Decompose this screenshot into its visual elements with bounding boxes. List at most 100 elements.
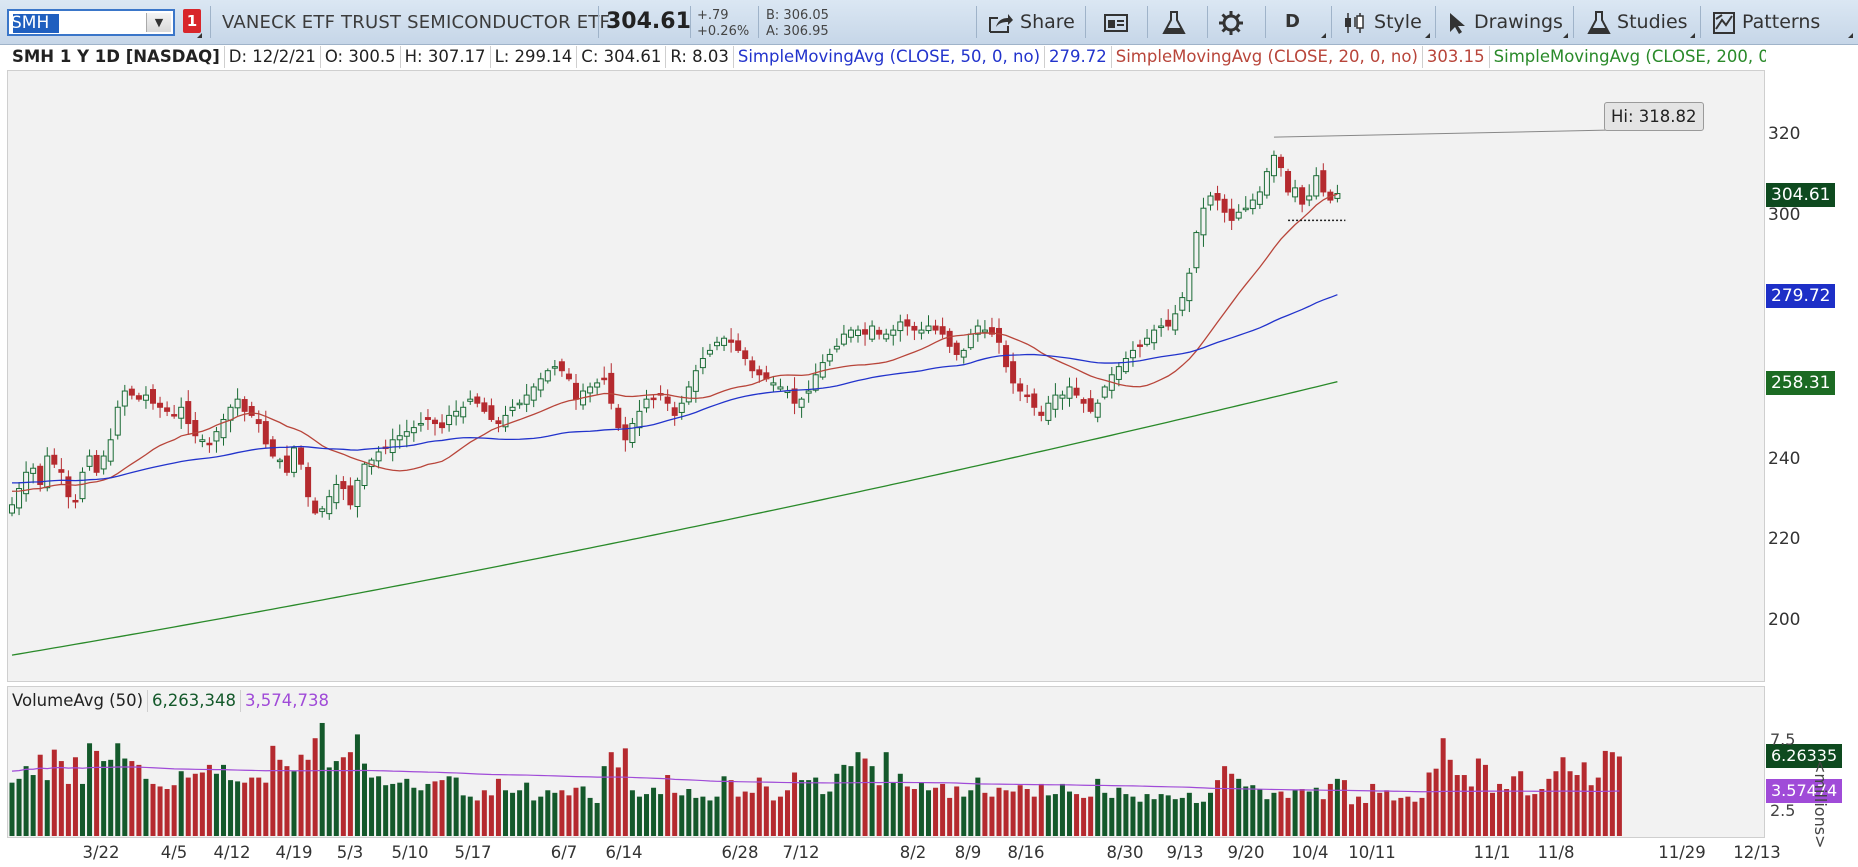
volume-bar-up (1179, 797, 1185, 836)
volume-bar-up (848, 766, 854, 836)
candle-down (1299, 187, 1306, 205)
price-tick: 320 (1768, 124, 1801, 144)
date-tick: 3/22 (82, 843, 120, 862)
volume-bar-up (968, 790, 974, 836)
volume-bar-up (404, 778, 410, 836)
share-button[interactable]: Share (988, 7, 1075, 37)
volume-bar-up (1052, 794, 1058, 836)
volume-study-info: VolumeAvg (50) 6,263,348 3,574,738 (8, 690, 333, 712)
date-tick: 6/14 (605, 843, 643, 862)
candle-up (1059, 394, 1066, 399)
divider (758, 6, 759, 38)
volume-bar-up (658, 794, 664, 836)
date-tick: 9/13 (1166, 843, 1204, 862)
volume-bar-down (199, 772, 205, 836)
candle-up (890, 329, 897, 336)
volume-bar-down (763, 786, 769, 836)
candle-up (114, 406, 121, 436)
candle-up (636, 410, 643, 429)
volume-bar-down (566, 795, 572, 836)
sma50-study-label[interactable]: SimpleMovingAvg (CLOSE, 50, 0, no) (734, 46, 1046, 68)
volume-avg-label: 3.57474 (1766, 779, 1843, 803)
link-group-badge[interactable]: 1 (183, 9, 201, 33)
drawings-button[interactable]: Drawings (1446, 7, 1563, 37)
symbol-input[interactable] (11, 13, 139, 32)
volume-bar-up (1137, 801, 1143, 836)
candle-down (1165, 319, 1172, 327)
candle-up (1066, 386, 1073, 399)
volume-bar-down (1539, 789, 1545, 836)
studies-lab-button[interactable] (1162, 7, 1186, 37)
candle-down (51, 454, 58, 465)
volume-bar-down (672, 792, 678, 836)
corner-icon (1563, 33, 1568, 38)
volume-bar-up (1109, 797, 1115, 836)
volume-tick: 2.5 (1770, 801, 1796, 820)
sma200-study-label[interactable]: SimpleMovingAvg (CLOSE, 200, 0,... (1493, 47, 1790, 66)
high-bubble-pointer (1273, 129, 1613, 138)
candle-up (199, 439, 206, 443)
volume-bar-up (693, 797, 699, 836)
candle-down (953, 342, 960, 355)
price-pane[interactable] (7, 70, 1765, 682)
volume-bar-up (651, 787, 657, 836)
candle-down (312, 500, 319, 514)
volume-bar-up (503, 790, 508, 836)
date-axis[interactable] (0, 838, 1858, 867)
studies-button[interactable]: Studies (1587, 7, 1688, 37)
volume-bar-up (841, 764, 847, 836)
patterns-button[interactable]: Patterns (1712, 7, 1820, 37)
price-axis[interactable] (1766, 46, 1858, 838)
settings-button[interactable] (1218, 7, 1244, 37)
bar-high: H: 307.17 (401, 46, 491, 68)
volume-bar-down (1341, 780, 1347, 836)
sma20-study-label[interactable]: SimpleMovingAvg (CLOSE, 20, 0, no) (1112, 46, 1423, 68)
volume-bar-down (1320, 799, 1326, 836)
volume-bar-down (622, 748, 628, 836)
chart-title[interactable]: SMH 1 Y 1D [NASDAQ] (8, 46, 225, 68)
candle-down (1010, 361, 1017, 384)
volume-bar-down (1440, 738, 1446, 836)
volume-study-label[interactable]: VolumeAvg (50) (8, 690, 149, 712)
candle-down (164, 407, 171, 412)
symbol-selector[interactable]: ▼ (7, 9, 175, 36)
volume-bar-down (1461, 775, 1467, 836)
volume-bar-down (1546, 778, 1552, 836)
volume-bar-up (1313, 787, 1319, 836)
volume-bar-down (1088, 796, 1094, 836)
volume-bar-up (1172, 799, 1178, 836)
style-button[interactable]: Style (1342, 7, 1422, 37)
volume-bar-down (1363, 802, 1369, 836)
bar-close: C: 304.61 (577, 46, 667, 68)
volume-bar-down (1581, 762, 1587, 836)
aggregation-button[interactable]: D (1285, 11, 1300, 32)
volume-bar-down (1017, 785, 1023, 836)
volume-bar-down (1525, 795, 1531, 836)
volume-bar-down (51, 749, 57, 836)
volume-bar-down (136, 764, 142, 836)
volume-bar-up (552, 792, 558, 836)
volume-bar-up (813, 777, 819, 836)
volume-bar-down (735, 796, 741, 836)
candle-up (107, 439, 114, 462)
volume-bar-down (1412, 801, 1418, 836)
chevron-down-icon[interactable]: ▼ (146, 13, 171, 32)
volume-bar-up (707, 800, 713, 836)
candle-up (840, 333, 847, 345)
candle-up (1193, 232, 1200, 269)
candle-down (1024, 394, 1031, 398)
volume-bar-down (340, 757, 346, 836)
price-tick: 300 (1768, 205, 1801, 225)
candle-up (918, 329, 925, 334)
volume-bar-up (1257, 789, 1263, 836)
volume-bar-down (911, 789, 917, 836)
candle-down (1221, 198, 1228, 213)
candle-up (9, 504, 15, 514)
candle-down (283, 455, 290, 473)
share-label: Share (1020, 11, 1075, 33)
candle-down (1080, 399, 1087, 404)
candle-down (65, 476, 72, 498)
chart-settings-button[interactable] (1103, 7, 1129, 37)
candle-up (276, 459, 283, 463)
chart-info-line: SMH 1 Y 1D [NASDAQ] D: 12/2/21 O: 300.5 H: … (8, 46, 1794, 70)
